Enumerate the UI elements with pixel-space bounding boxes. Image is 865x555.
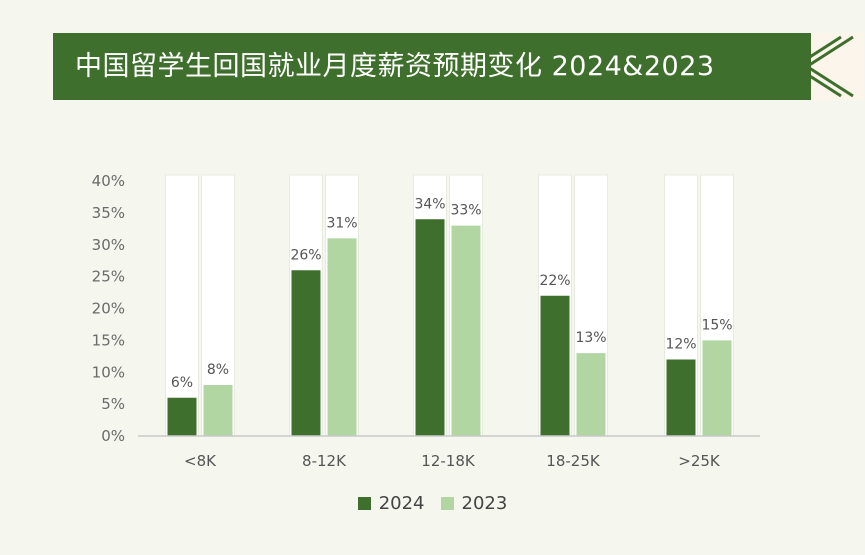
data-label: 12% <box>665 337 696 353</box>
legend-label-2024: 2024 <box>378 492 425 514</box>
bar-2023-18-25K <box>576 353 606 436</box>
y-tick-label: 25% <box>92 268 125 286</box>
data-label: 15% <box>701 317 732 333</box>
bar-2023-<8K <box>203 385 233 436</box>
bar-2024-18-25K <box>540 295 570 436</box>
bar-slot <box>165 174 199 437</box>
data-label: 31% <box>326 215 357 231</box>
y-tick-label: 40% <box>92 172 125 190</box>
y-tick-label: 15% <box>92 331 125 349</box>
data-label: 22% <box>539 273 570 289</box>
x-tick-label: >25K <box>678 452 721 470</box>
bar-2023->25K <box>702 340 732 436</box>
bar-2024->25K <box>666 359 696 436</box>
data-label: 6% <box>171 375 193 391</box>
data-label: 8% <box>207 362 229 378</box>
y-tick-label: 10% <box>92 363 125 381</box>
bar-2023-12-18K <box>451 225 481 436</box>
x-tick-label: 12-18K <box>421 452 476 470</box>
y-tick-label: 5% <box>101 395 125 413</box>
y-tick-label: 35% <box>92 204 125 222</box>
data-label: 34% <box>414 196 445 212</box>
x-tick-label: 18-25K <box>546 452 601 470</box>
bar-2024-12-18K <box>415 219 445 436</box>
legend-swatch-2024 <box>357 496 371 510</box>
y-tick-label: 0% <box>101 427 125 445</box>
legend-item-2024: 2024 <box>357 492 425 514</box>
data-label: 13% <box>575 330 606 346</box>
page-title: 中国留学生回国就业月度薪资预期变化 2024&2023 <box>75 51 715 82</box>
chevron-left-icon <box>792 33 864 100</box>
bar-2023-8-12K <box>327 238 357 436</box>
bar-2024-<8K <box>167 397 197 436</box>
y-tick-label: 30% <box>92 236 125 254</box>
x-tick-label: 8-12K <box>302 452 347 470</box>
legend-label-2023: 2023 <box>461 492 508 514</box>
data-label: 33% <box>450 203 481 219</box>
x-tick-label: <8K <box>184 452 217 470</box>
chart-legend: 2024 2023 <box>0 490 865 516</box>
legend-swatch-2023 <box>440 496 454 510</box>
data-label: 26% <box>290 247 321 263</box>
y-tick-label: 20% <box>92 300 125 318</box>
title-banner: 中国留学生回国就业月度薪资预期变化 2024&2023 <box>53 33 864 100</box>
legend-item-2023: 2023 <box>440 492 508 514</box>
bar-2024-8-12K <box>291 270 321 436</box>
